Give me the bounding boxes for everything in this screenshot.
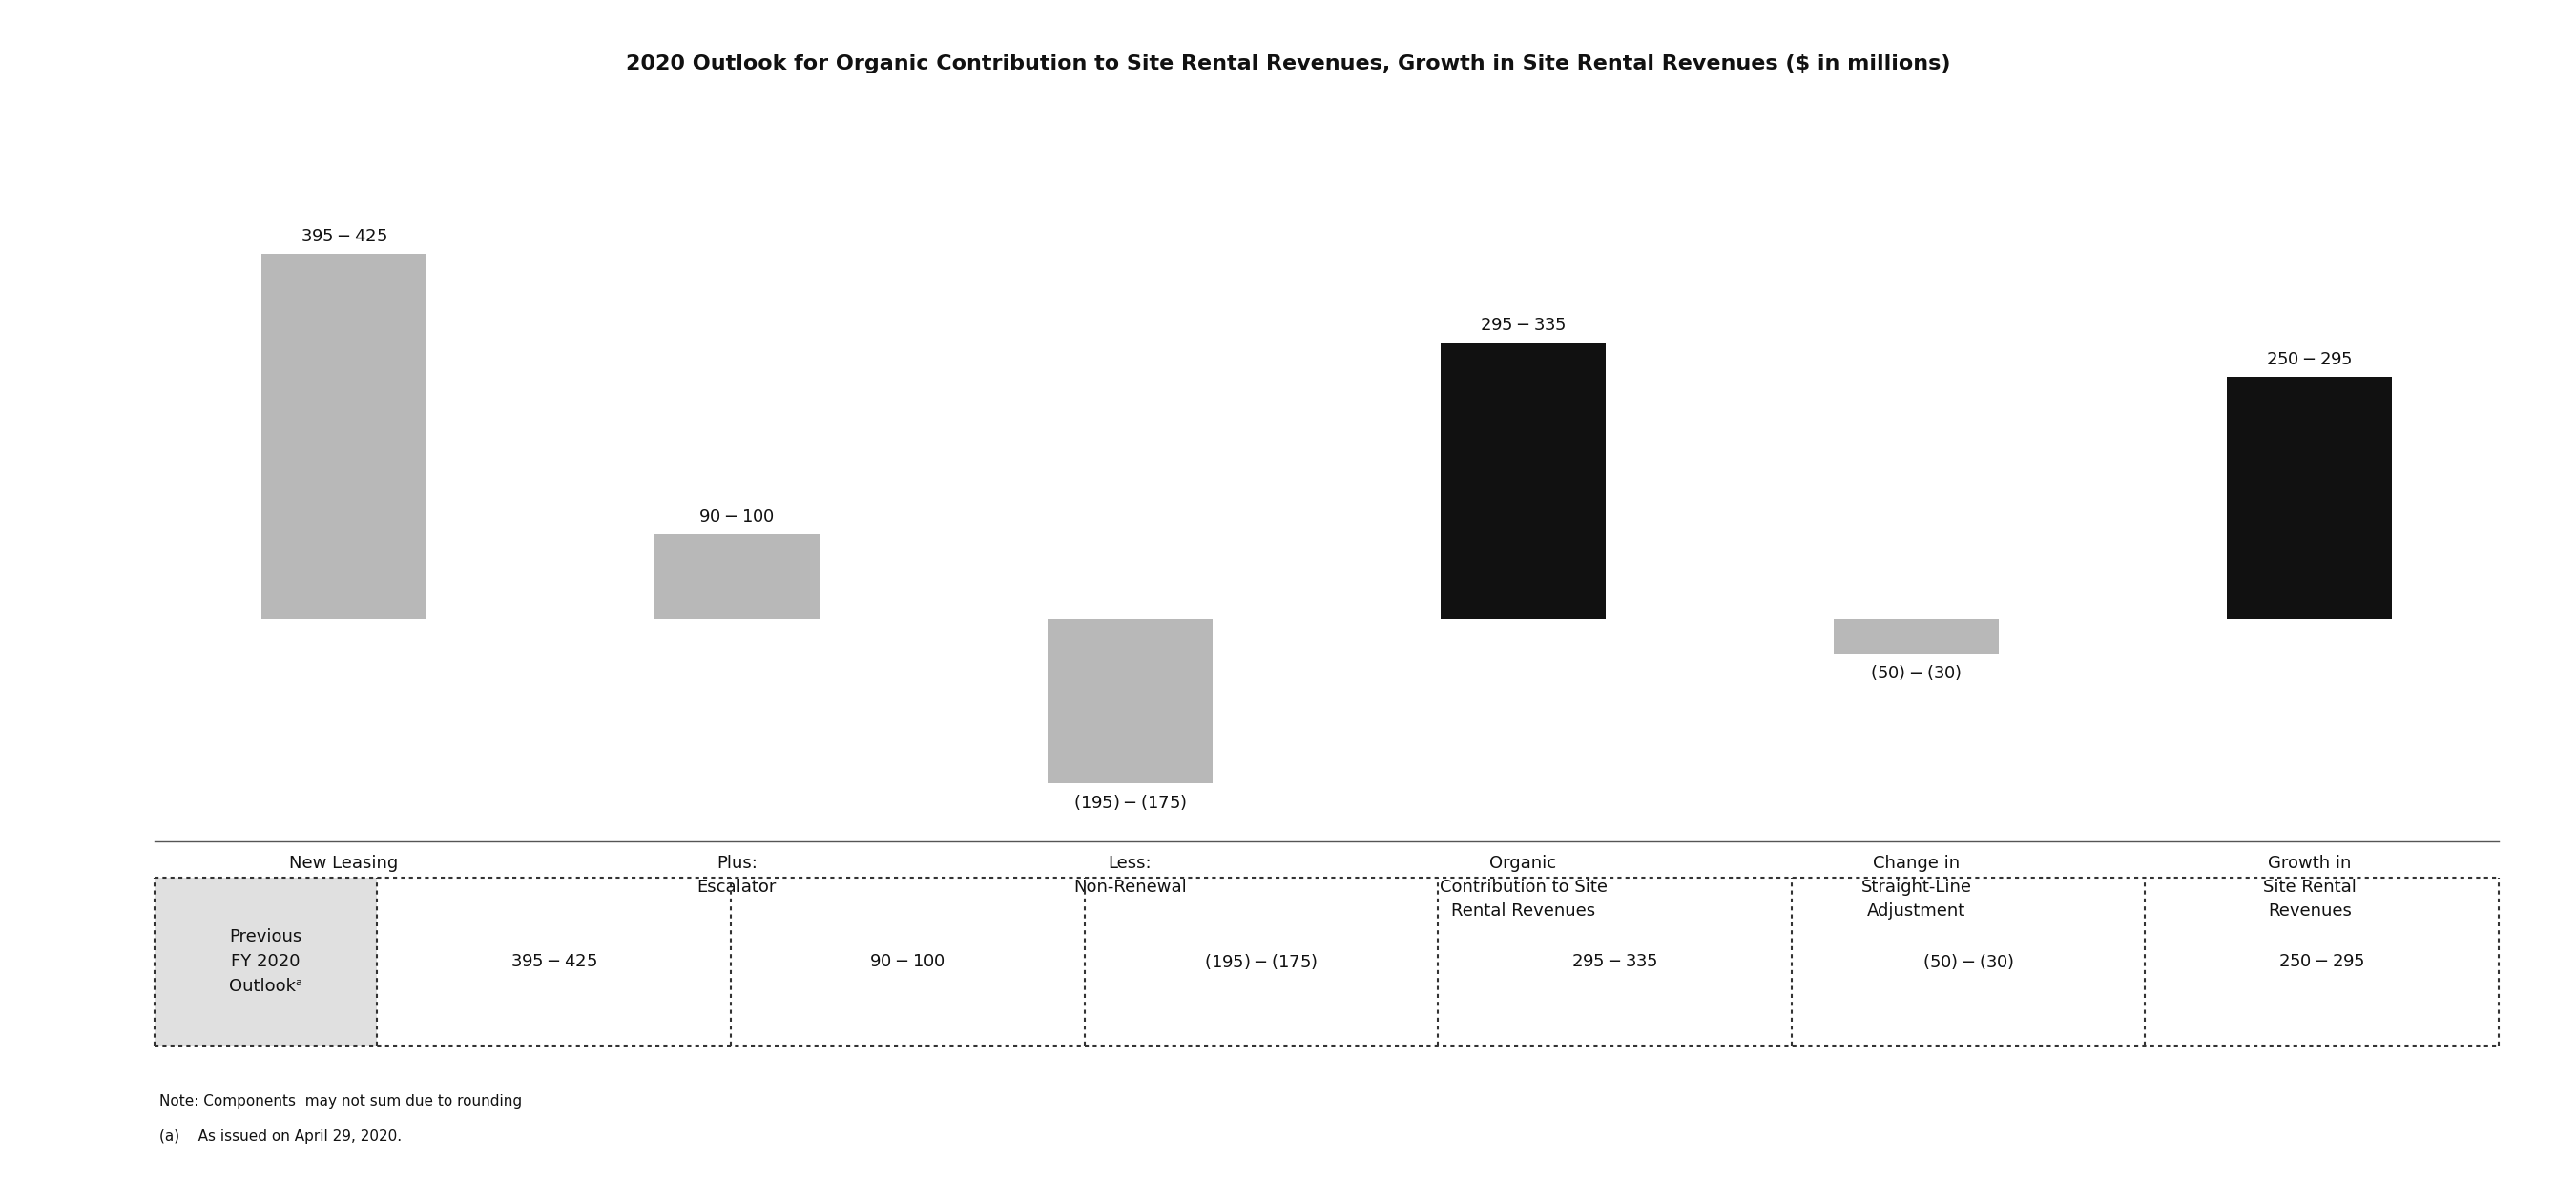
Text: ($50)-($30): ($50)-($30) [1870,664,1963,683]
Text: $295-$335: $295-$335 [1571,953,1659,970]
Text: $90-$100: $90-$100 [698,508,775,525]
Text: Previous
FY 2020
Outlookᵃ: Previous FY 2020 Outlookᵃ [229,928,301,995]
Text: $90-$100: $90-$100 [871,953,945,970]
Bar [1834,619,1999,655]
Text: $295-$335: $295-$335 [1479,317,1566,334]
Text: 2020 Outlook for Organic Contribution to Site Rental Revenues, Growth in Site Re: 2020 Outlook for Organic Contribution to… [626,54,1950,73]
Text: $250-$295: $250-$295 [2280,953,2365,970]
Text: $395-$425: $395-$425 [510,953,598,970]
FancyBboxPatch shape [155,877,376,1046]
Text: $250-$295: $250-$295 [2267,351,2352,368]
Bar [1440,343,1605,619]
Text: Note: Components  may not sum due to rounding: Note: Components may not sum due to roun… [160,1094,523,1108]
Text: ($195)-($175): ($195)-($175) [1203,952,1319,971]
Bar [260,254,425,619]
Text: $395-$425: $395-$425 [301,228,386,245]
Text: ($195)-($175): ($195)-($175) [1074,792,1188,811]
Text: ($50)-($30): ($50)-($30) [1922,952,2014,971]
Bar [2228,377,2393,619]
Bar [654,535,819,619]
Bar [1048,619,1213,784]
Text: (a)    As issued on April 29, 2020.: (a) As issued on April 29, 2020. [160,1130,402,1144]
